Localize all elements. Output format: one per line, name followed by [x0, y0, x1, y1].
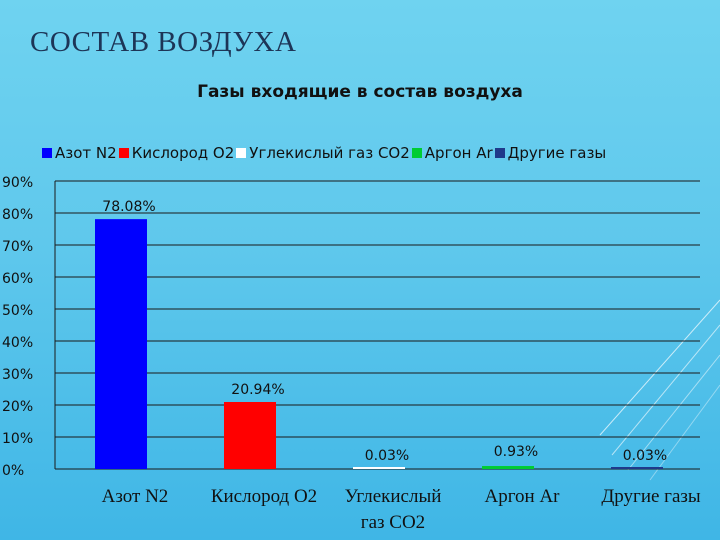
bar [224, 401, 276, 469]
legend-label-co2: Углекислый газ CO2 [249, 144, 410, 162]
data-label: 0.03% [623, 448, 667, 464]
x-category-label: Другие газы [601, 486, 701, 507]
y-tick-label: 50% [2, 303, 33, 319]
data-label: 20.94% [231, 382, 284, 398]
slide-title: СОСТАВ ВОЗДУХА [30, 26, 297, 58]
data-labels: 78.08% 20.94% 0.03% 0.93% 0.03% [102, 199, 667, 464]
data-label: 0.93% [494, 444, 538, 460]
legend-item-oxygen: Кислород O2 [117, 144, 235, 162]
data-label: 0.03% [365, 448, 409, 464]
y-tick-label: 80% [2, 207, 33, 223]
legend-item-other: Другие газы [493, 144, 607, 162]
y-tick-label: 30% [2, 367, 33, 383]
chart-bars [95, 219, 663, 469]
y-tick-label: 10% [2, 431, 33, 447]
legend-label-oxygen: Кислород O2 [131, 144, 235, 162]
x-category-label: Азот N2 [102, 486, 169, 507]
bar [353, 467, 405, 469]
y-tick-label: 70% [2, 239, 33, 255]
legend-item-argon: Аргон Ar [410, 144, 493, 162]
x-category-label: газ CO2 [361, 512, 425, 533]
legend-swatch-co2 [236, 148, 247, 158]
legend-item-nitrogen: Азот N2 [40, 144, 117, 162]
x-category-label: Углекислый [345, 486, 442, 507]
y-tick-label: 40% [2, 335, 33, 351]
x-category-label: Кислород O2 [211, 486, 317, 507]
bar [482, 466, 534, 469]
y-tick-label: 20% [2, 399, 33, 415]
chart-gridlines [54, 180, 700, 470]
legend-label-nitrogen: Азот N2 [55, 144, 117, 162]
chart-legend: Азот N2 Кислород O2 Углекислый газ CO2 А… [40, 144, 606, 162]
legend-swatch-other [494, 148, 505, 158]
bar [611, 467, 663, 469]
legend-item-co2: Углекислый газ CO2 [234, 144, 410, 162]
legend-swatch-nitrogen [42, 148, 52, 158]
legend-swatch-oxygen [118, 148, 129, 158]
y-tick-label: 90% [2, 175, 33, 191]
x-category-label: Аргон Ar [484, 486, 560, 507]
legend-label-other: Другие газы [507, 144, 607, 162]
legend-swatch-argon [411, 148, 422, 158]
legend-label-argon: Аргон Ar [424, 144, 493, 162]
bar [95, 219, 147, 469]
y-tick-label: 60% [2, 271, 33, 287]
data-label: 78.08% [102, 199, 155, 215]
chart-title: Газы входящие в состав воздуха [197, 82, 523, 102]
y-axis-tick-labels: 0% 10% 20% 30% 40% 50% 60% 70% 80% 90% [2, 175, 33, 479]
x-axis-category-labels: Азот N2 Кислород O2 Углекислый газ CO2 Аргон… [102, 486, 701, 533]
y-tick-label: 0% [2, 463, 24, 479]
